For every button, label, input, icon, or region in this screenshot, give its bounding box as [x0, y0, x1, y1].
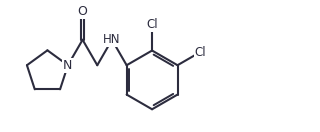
Text: O: O: [78, 5, 88, 18]
Text: HN: HN: [103, 33, 121, 46]
Text: Cl: Cl: [195, 46, 206, 58]
Text: N: N: [63, 59, 73, 72]
Text: Cl: Cl: [146, 18, 158, 31]
